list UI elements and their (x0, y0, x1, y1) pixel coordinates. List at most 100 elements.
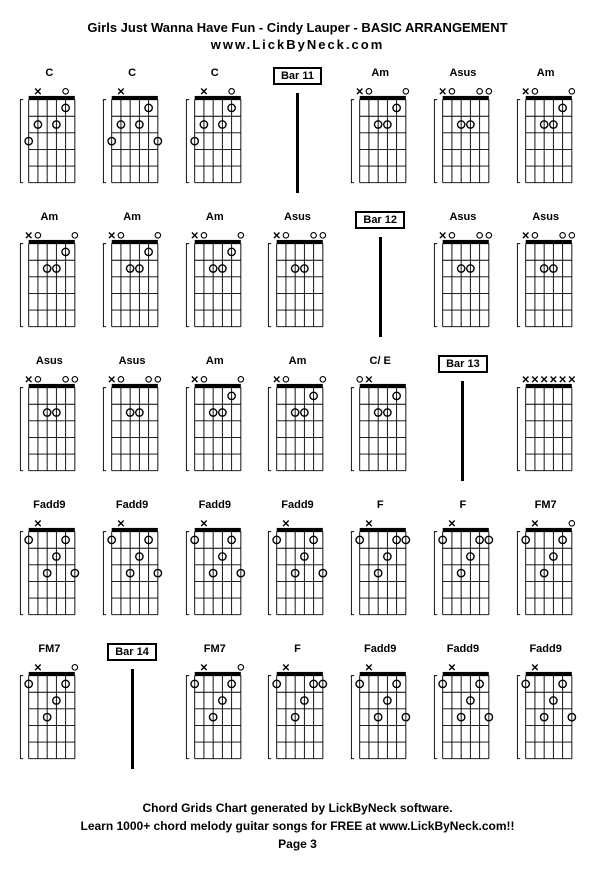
chord-name: Am (123, 211, 141, 227)
chord-diagram: Am (175, 211, 254, 347)
page-number: Page 3 (10, 835, 585, 853)
chord-fretboard (181, 371, 249, 491)
chord-diagram: Am (10, 211, 89, 347)
chord-fretboard (181, 515, 249, 635)
chord-name: Am (371, 67, 389, 83)
bar-label: Bar 14 (107, 643, 157, 661)
chord-fretboard (346, 659, 414, 779)
chord-fretboard (429, 83, 497, 203)
chord-fretboard (346, 83, 414, 203)
page-title: Girls Just Wanna Have Fun - Cindy Lauper… (10, 20, 585, 35)
footer-line2: Learn 1000+ chord melody guitar songs fo… (10, 817, 585, 835)
chord-name: C (45, 67, 53, 83)
chord-fretboard (98, 371, 166, 491)
bar-label: Bar 11 (273, 67, 322, 85)
chord-fretboard (512, 515, 580, 635)
chord-fretboard (181, 659, 249, 779)
chord-fretboard (15, 83, 83, 203)
chord-grid: C C C Bar 11 Am Asus Am Am Am Am Asus Bar 12 Asus Asu… (10, 67, 585, 779)
chord-fretboard (263, 515, 331, 635)
chord-fretboard (263, 227, 331, 347)
chord-fretboard (429, 659, 497, 779)
chord-diagram: F (424, 499, 503, 635)
chord-name: Fadd9 (529, 643, 561, 659)
bar-line (296, 93, 299, 193)
chord-fretboard (263, 371, 331, 491)
chord-name: FM7 (535, 499, 557, 515)
chord-diagram: C (93, 67, 172, 203)
chord-diagram: C (175, 67, 254, 203)
chord-fretboard (512, 371, 580, 491)
chord-diagram: Fadd9 (424, 643, 503, 779)
chord-diagram: C (10, 67, 89, 203)
bar-marker: Bar 12 (341, 211, 420, 347)
chord-fretboard (15, 227, 83, 347)
footer-line1: Chord Grids Chart generated by LickByNec… (10, 799, 585, 817)
chord-fretboard (15, 659, 83, 779)
chord-name: F (377, 499, 384, 515)
chord-name: Fadd9 (199, 499, 231, 515)
chord-fretboard (512, 659, 580, 779)
chord-name: Asus (449, 211, 476, 227)
chord-name: Asus (284, 211, 311, 227)
bar-label: Bar 12 (355, 211, 405, 229)
chord-fretboard (15, 371, 83, 491)
chord-diagram: Am (93, 211, 172, 347)
chord-name: FM7 (38, 643, 60, 659)
chord-diagram: Am (506, 67, 585, 203)
bar-marker: Bar 14 (93, 643, 172, 779)
chord-name: F (294, 643, 301, 659)
chord-name: Asus (36, 355, 63, 371)
chord-fretboard (512, 83, 580, 203)
chord-fretboard (98, 515, 166, 635)
footer: Chord Grids Chart generated by LickByNec… (10, 799, 585, 853)
chord-diagram: FM7 (506, 499, 585, 635)
chord-name: C (211, 67, 219, 83)
chord-name: Fadd9 (281, 499, 313, 515)
chord-fretboard (181, 83, 249, 203)
chord-name: Am (206, 211, 224, 227)
bar-marker: Bar 13 (424, 355, 503, 491)
chord-diagram: F (258, 643, 337, 779)
chord-name: Asus (449, 67, 476, 83)
chord-diagram: Fadd9 (175, 499, 254, 635)
chord-name: F (460, 499, 467, 515)
chord-name: Fadd9 (364, 643, 396, 659)
chord-fretboard (98, 83, 166, 203)
bar-marker: Bar 11 (258, 67, 337, 203)
chord-name: C (128, 67, 136, 83)
chord-name: Fadd9 (33, 499, 65, 515)
bar-line (131, 669, 134, 769)
page-subtitle: www.LickByNeck.com (10, 37, 585, 52)
chord-diagram: Asus (10, 355, 89, 491)
chord-diagram: Fadd9 (506, 643, 585, 779)
chord-fretboard (346, 515, 414, 635)
chord-diagram: Am (175, 355, 254, 491)
chord-name: Am (206, 355, 224, 371)
chord-fretboard (263, 659, 331, 779)
chord-diagram (506, 355, 585, 491)
chord-fretboard (98, 227, 166, 347)
chord-diagram: Fadd9 (341, 643, 420, 779)
bar-label: Bar 13 (438, 355, 488, 373)
chord-fretboard (429, 515, 497, 635)
chord-diagram: Fadd9 (93, 499, 172, 635)
chord-diagram: FM7 (175, 643, 254, 779)
chord-name: Am (289, 355, 307, 371)
chord-diagram: Asus (258, 211, 337, 347)
chord-diagram: Asus (424, 67, 503, 203)
chord-name: Am (40, 211, 58, 227)
chord-diagram: Asus (424, 211, 503, 347)
chord-fretboard (512, 227, 580, 347)
chord-name: Fadd9 (116, 499, 148, 515)
bar-line (379, 237, 382, 337)
chord-diagram: Am (341, 67, 420, 203)
chord-diagram: Asus (506, 211, 585, 347)
chord-diagram: C/ E (341, 355, 420, 491)
chord-fretboard (346, 371, 414, 491)
chord-name: FM7 (204, 643, 226, 659)
chord-diagram: FM7 (10, 643, 89, 779)
chord-name: Asus (119, 355, 146, 371)
chord-name: Asus (532, 211, 559, 227)
chord-diagram: Am (258, 355, 337, 491)
